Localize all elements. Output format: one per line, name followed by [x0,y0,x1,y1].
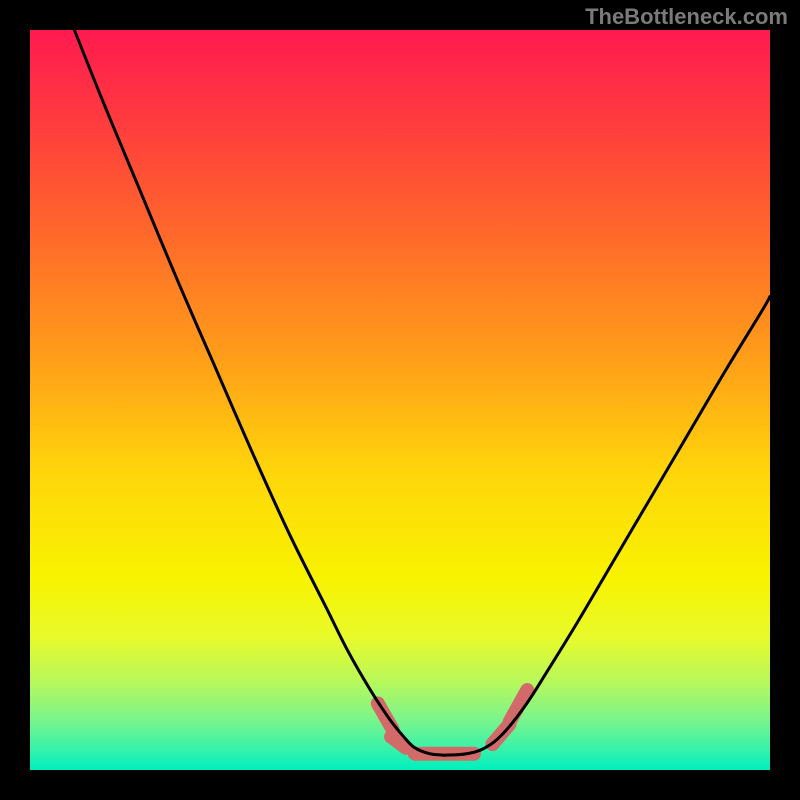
watermark-text: TheBottleneck.com [585,4,788,30]
curve-left [74,30,444,755]
bottleneck-curve-chart [0,0,800,800]
curve-right [444,296,770,755]
